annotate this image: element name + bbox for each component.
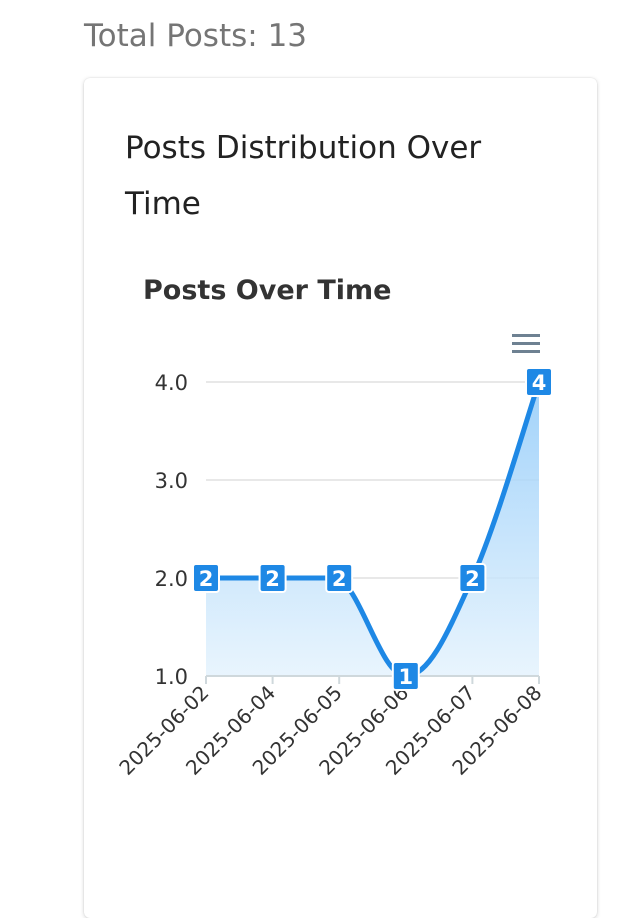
y-tick-label: 1.0 [155,665,188,689]
chart-title: Posts Over Time [143,275,391,306]
data-label: 2 [458,563,487,593]
data-label: 2 [258,563,287,593]
series-area [206,382,539,676]
y-tick-label: 4.0 [155,371,188,395]
area-fill-layer [206,382,539,677]
data-label: 4 [525,367,553,397]
data-labels: 2 2 2 1 2 4 [192,367,553,691]
data-label: 1 [391,661,420,691]
card-title: Posts Distribution Over Time [125,130,482,222]
svg-text:2: 2 [199,567,214,591]
hamburger-menu-icon[interactable] [512,334,540,353]
posts-chart: Posts Over Time 1.0 2.0 3.0 4.0 2025-06-022… [114,275,553,780]
x-axis-labels: 2025-06-022025-06-042025-06-052025-06-06… [114,676,547,780]
svg-text:2: 2 [265,567,280,591]
y-tick-label: 2.0 [155,567,188,591]
svg-text:4: 4 [532,371,547,395]
svg-text:2: 2 [332,567,347,591]
y-axis-labels: 1.0 2.0 3.0 4.0 [155,371,188,689]
data-label: 2 [192,563,220,593]
svg-text:1: 1 [398,665,413,689]
data-label: 2 [325,563,354,593]
svg-text:2: 2 [465,567,480,591]
y-tick-label: 3.0 [155,469,188,493]
total-posts-count: Total Posts: 13 [84,18,308,54]
